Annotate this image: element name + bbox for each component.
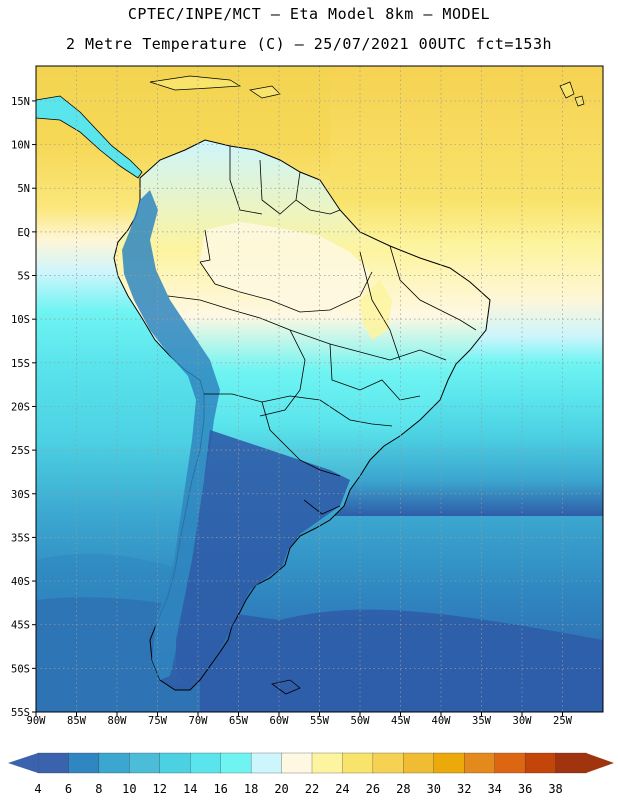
lat-tick-label: 25S (11, 445, 30, 457)
colorbar-label: 10 (122, 782, 136, 796)
colorbar-label: 26 (366, 782, 380, 796)
lat-tick-label: 30S (11, 489, 30, 501)
andes-cold-strip (122, 190, 220, 680)
lon-tick-label: 65W (229, 715, 249, 727)
colorbar (8, 752, 614, 774)
colorbar-label: 22 (305, 782, 319, 796)
colorbar-segment (372, 752, 404, 774)
colorbar-segment (98, 752, 130, 774)
lat-tick-label: 5S (17, 271, 30, 283)
colorbar-label: 16 (213, 782, 227, 796)
map-field (36, 66, 603, 712)
colorbar-segment (311, 752, 344, 774)
lon-tick-label: 60W (270, 715, 290, 727)
colorbar-label: 14 (183, 782, 197, 796)
longitude-axis: 90W 85W 80W 75W 70W 65W 60W 55W 50W 45W 40W 35W 30W 2… (27, 712, 573, 727)
central-warm-patch (360, 280, 392, 340)
colorbar-low-arrow (8, 753, 38, 773)
colorbar-segment (494, 752, 526, 774)
lat-tick-label: 10S (11, 314, 30, 326)
caribbean-islands (149, 75, 585, 107)
lat-tick-label: 35S (11, 532, 30, 544)
colorbar-label: 6 (65, 782, 72, 796)
lon-tick-label: 80W (108, 715, 128, 727)
map-subtitle: 2 Metre Temperature (C) – 25/07/2021 00U… (65, 35, 553, 53)
lon-tick-label: 90W (27, 715, 47, 727)
colorbar-label: 4 (34, 782, 41, 796)
lat-lon-grid (36, 66, 603, 712)
colorbar-segment (433, 752, 465, 774)
lon-tick-label: 35W (472, 715, 492, 727)
map-title: CPTEC/INPE/MCT – Eta Model 8km – MODEL (127, 5, 491, 23)
lon-tick-label: 25W (553, 715, 573, 727)
lon-tick-label: 75W (148, 715, 168, 727)
colorbar-label: 34 (487, 782, 501, 796)
lat-tick-label: 45S (11, 620, 30, 632)
lon-tick-label: 45W (391, 715, 411, 727)
lon-tick-label: 70W (189, 715, 209, 727)
lat-tick-label: EQ (17, 227, 30, 239)
colorbar-segment (220, 752, 252, 774)
colorbar-segment (250, 752, 283, 774)
colorbar-segment (159, 752, 191, 774)
lat-tick-label: 50S (11, 663, 30, 675)
colorbar-high-arrow (586, 753, 614, 773)
colorbar-labels: 4 6 8 10 12 14 16 18 20 22 24 26 28 30 32 34 36 38 (34, 782, 562, 796)
colorbar-label: 8 (95, 782, 102, 796)
colorbar-label: 32 (457, 782, 471, 796)
colorbar-label: 12 (153, 782, 167, 796)
colorbar-segment (555, 752, 587, 774)
colorbar-label: 20 (274, 782, 288, 796)
lat-tick-label: 5N (17, 183, 30, 195)
colorbar-segment (524, 752, 557, 774)
political-borders (167, 146, 477, 515)
colorbar-label: 36 (518, 782, 532, 796)
colorbar-segment (403, 752, 435, 774)
colorbar-label: 38 (548, 782, 562, 796)
colorbar-label: 24 (335, 782, 349, 796)
colorbar-segment (68, 752, 100, 774)
lat-tick-label: 40S (11, 576, 30, 588)
lat-tick-label: 10N (11, 140, 30, 152)
colorbar-segment (464, 752, 496, 774)
lat-tick-label: 15S (11, 358, 30, 370)
lon-tick-label: 50W (351, 715, 371, 727)
colorbar-segment (190, 752, 222, 774)
colorbar-label: 18 (244, 782, 258, 796)
lon-tick-label: 40W (432, 715, 452, 727)
colorbar-segment (281, 752, 313, 774)
colorbar-segment (37, 752, 70, 774)
lon-tick-label: 55W (310, 715, 330, 727)
amazon-warm-area (200, 222, 370, 312)
colorbar-label: 28 (396, 782, 410, 796)
colorbar-segment (342, 752, 374, 774)
lon-tick-label: 30W (513, 715, 533, 727)
latitude-axis: 15N 10N 5N EQ 5S 10S 15S 20S 25S 30S 35S 40S 45S 50S 5… (11, 96, 36, 719)
lat-tick-label: 15N (11, 96, 30, 108)
lat-tick-label: 20S (11, 401, 30, 413)
central-america (36, 95, 143, 179)
colorbar-segment (129, 752, 161, 774)
lon-tick-label: 85W (67, 715, 87, 727)
colorbar-label: 30 (427, 782, 441, 796)
lat-tick-label: 55S (11, 707, 30, 719)
